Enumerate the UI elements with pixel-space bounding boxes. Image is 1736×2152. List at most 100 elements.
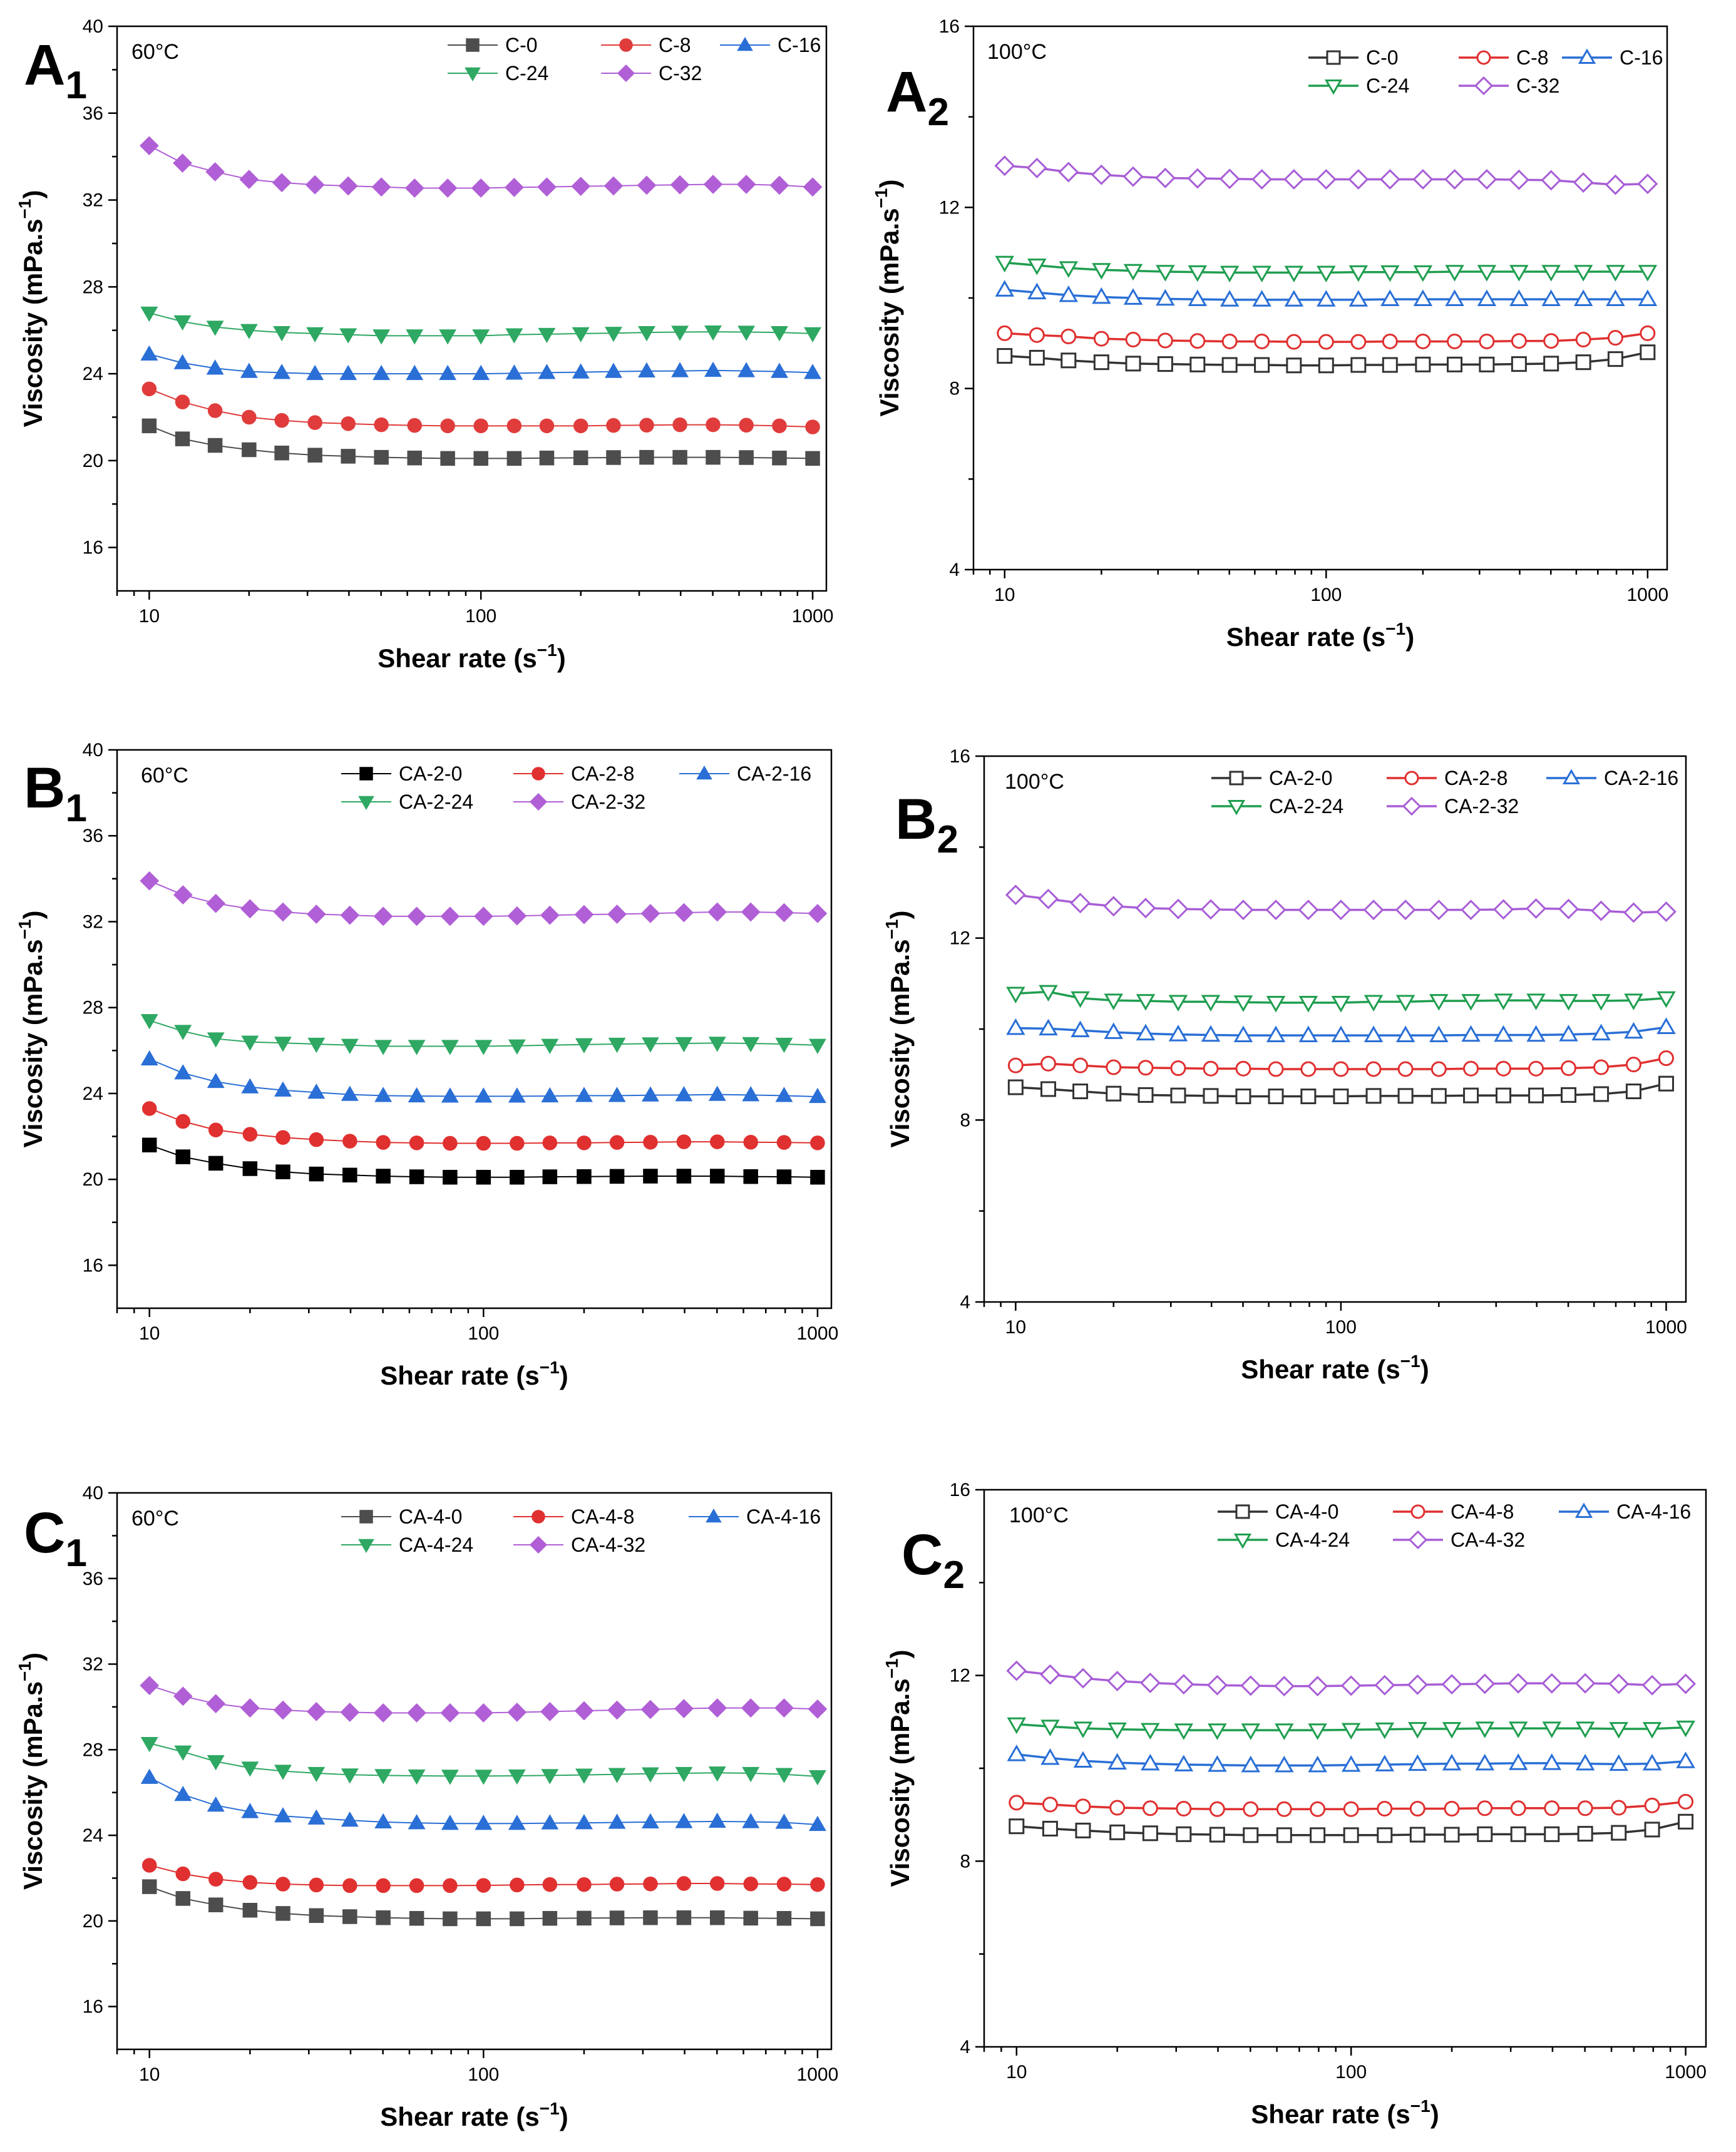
temperature-label: 100°C: [1005, 770, 1064, 794]
data-point: [1494, 1025, 1513, 1042]
data-point: [1444, 1827, 1460, 1843]
data-point: [140, 1736, 158, 1753]
x-axis-title: Shear rate (s−1): [378, 640, 565, 673]
data-point: [1474, 1673, 1496, 1694]
data-point: [774, 1698, 794, 1718]
data-point: [374, 449, 389, 465]
x-tick-label: 100: [1325, 1317, 1357, 1338]
data-point: [810, 1169, 825, 1185]
data-point: [241, 1078, 259, 1094]
data-point: [476, 1135, 491, 1151]
data-point: [409, 1910, 424, 1926]
data-point: [1298, 1025, 1318, 1043]
y-tick-label: 32: [83, 911, 103, 932]
y-tick-label: 8: [960, 1851, 970, 1872]
data-point: [1141, 1753, 1160, 1771]
legend-entry: CA-2-0: [1269, 767, 1332, 789]
data-point: [1526, 898, 1547, 919]
data-point: [175, 431, 190, 446]
data-point: [376, 1878, 391, 1893]
data-point: [995, 280, 1015, 297]
data-point: [1382, 357, 1398, 373]
data-point: [1641, 1674, 1663, 1696]
data-point: [1174, 1755, 1194, 1771]
data-point: [206, 1694, 226, 1714]
data-point: [1382, 333, 1398, 349]
data-point: [371, 177, 391, 197]
data-point: [342, 1134, 357, 1149]
data-point: [671, 362, 689, 377]
y-tick-label: 16: [939, 16, 960, 37]
legend-entry: CA-4-24: [1275, 1529, 1350, 1551]
data-point: [1189, 356, 1206, 372]
data-point: [174, 1785, 192, 1801]
data-point: [1221, 333, 1238, 349]
data-point: [1407, 1674, 1428, 1695]
data-point: [1006, 1660, 1027, 1681]
data-point: [1029, 349, 1045, 366]
panel-letter: B: [24, 756, 65, 820]
data-point: [140, 1050, 158, 1066]
data-point: [1442, 1722, 1462, 1739]
data-point: [539, 450, 555, 466]
data-point: [140, 1014, 158, 1030]
data-point: [207, 1032, 225, 1048]
legend-entry: CA-4-8: [1451, 1500, 1514, 1523]
legend-entry: CA-2-0: [399, 762, 462, 785]
data-point: [443, 1911, 458, 1927]
legend-marker: [706, 1508, 722, 1523]
x-tick-label: 100: [465, 606, 496, 627]
panel-letter: C: [24, 1501, 65, 1565]
data-point: [1544, 1800, 1560, 1816]
data-point: [1092, 263, 1111, 280]
y-axis-unit: (mPa.s: [885, 939, 915, 1025]
data-point: [1477, 1800, 1493, 1816]
data-point: [1307, 1676, 1328, 1697]
data-point: [409, 1169, 424, 1184]
data-point: [1445, 265, 1464, 282]
y-tick-label: 4: [960, 1292, 970, 1313]
y-axis-unit-close: ): [885, 1649, 915, 1658]
data-point: [1363, 899, 1384, 921]
data-point: [341, 1085, 359, 1101]
data-point: [1640, 344, 1656, 361]
legend-entry: CA-2-32: [571, 791, 645, 813]
data-point: [409, 1135, 424, 1150]
data-point: [1318, 334, 1334, 350]
data-point: [274, 1807, 292, 1823]
legend-marker: [532, 1510, 545, 1524]
data-point: [637, 175, 657, 195]
data-point: [242, 442, 257, 458]
data-point: [473, 1703, 493, 1723]
x-axis-unit: (s: [1377, 1355, 1400, 1384]
data-point: [575, 1087, 593, 1102]
legend-marker: [1229, 771, 1244, 786]
data-point: [1040, 1719, 1060, 1736]
data-point: [208, 1872, 223, 1887]
data-point: [206, 359, 224, 375]
data-point: [1609, 1722, 1628, 1739]
data-point: [406, 329, 424, 345]
data-point: [342, 1878, 357, 1893]
data-point: [1042, 1820, 1058, 1837]
data-point: [340, 1703, 360, 1722]
data-point: [771, 326, 788, 342]
data-point: [671, 325, 689, 341]
data-point: [1642, 1753, 1662, 1771]
data-point: [994, 155, 1015, 177]
data-point: [1007, 1745, 1027, 1761]
data-point: [1220, 290, 1240, 307]
y-tick-label: 12: [950, 1666, 970, 1686]
data-point: [1395, 1025, 1415, 1043]
data-point: [1475, 1721, 1494, 1738]
data-point: [341, 449, 356, 464]
data-point: [810, 1877, 825, 1892]
data-point: [275, 1130, 290, 1145]
data-point: [240, 362, 258, 378]
data-point: [1543, 333, 1559, 349]
data-point: [1479, 333, 1495, 349]
data-point: [1005, 884, 1026, 906]
data-point: [1276, 1827, 1292, 1843]
y-tick-label: 20: [83, 451, 103, 471]
data-point: [1125, 332, 1141, 348]
